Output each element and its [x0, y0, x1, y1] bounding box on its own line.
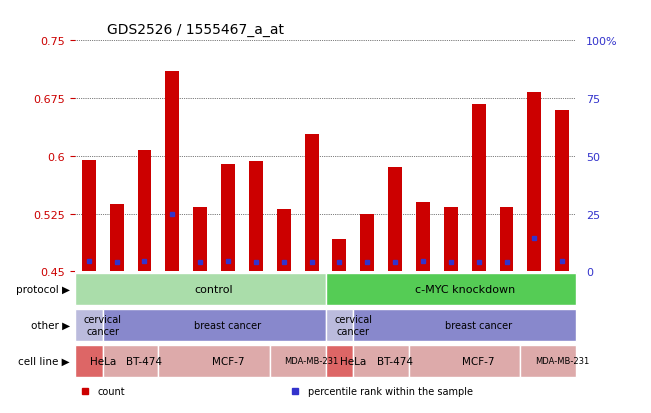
Text: GSM136096: GSM136096 [335, 276, 344, 327]
FancyBboxPatch shape [103, 309, 326, 341]
Text: GSM136090: GSM136090 [530, 276, 539, 327]
FancyBboxPatch shape [326, 273, 576, 306]
Text: breast cancer: breast cancer [445, 320, 512, 330]
Text: GSM136081: GSM136081 [168, 276, 177, 327]
FancyBboxPatch shape [409, 345, 520, 377]
FancyBboxPatch shape [520, 272, 548, 301]
Text: GSM136086: GSM136086 [474, 276, 483, 327]
FancyBboxPatch shape [103, 272, 131, 301]
Text: other ▶: other ▶ [31, 320, 70, 330]
Text: percentile rank within the sample: percentile rank within the sample [308, 386, 473, 396]
Bar [277, 209, 291, 272]
Text: GSM136085: GSM136085 [223, 276, 232, 327]
FancyBboxPatch shape [353, 345, 409, 377]
FancyBboxPatch shape [270, 272, 298, 301]
Bar [360, 215, 374, 272]
FancyBboxPatch shape [75, 272, 103, 301]
FancyBboxPatch shape [326, 345, 353, 377]
Bar [137, 151, 152, 272]
Text: GSM136095: GSM136095 [84, 276, 93, 327]
Bar [82, 160, 96, 272]
Bar [305, 135, 318, 272]
FancyBboxPatch shape [381, 272, 409, 301]
FancyBboxPatch shape [353, 309, 576, 341]
Bar [444, 208, 458, 272]
Text: HeLa: HeLa [340, 356, 367, 366]
Bar [333, 240, 346, 272]
FancyBboxPatch shape [298, 272, 326, 301]
Text: GSM136097: GSM136097 [112, 276, 121, 327]
Text: GSM136080: GSM136080 [391, 276, 400, 327]
Text: cervical
cancer: cervical cancer [84, 314, 122, 336]
FancyBboxPatch shape [548, 272, 576, 301]
Text: GSM136098: GSM136098 [363, 276, 372, 327]
FancyBboxPatch shape [131, 272, 158, 301]
Bar [388, 168, 402, 272]
FancyBboxPatch shape [186, 272, 214, 301]
Text: protocol ▶: protocol ▶ [16, 285, 70, 294]
Text: breast cancer: breast cancer [195, 320, 262, 330]
FancyBboxPatch shape [520, 345, 576, 377]
FancyBboxPatch shape [326, 272, 353, 301]
Text: MDA-MB-231: MDA-MB-231 [535, 356, 589, 366]
FancyBboxPatch shape [103, 345, 158, 377]
Text: GSM136091: GSM136091 [307, 276, 316, 327]
FancyBboxPatch shape [75, 345, 103, 377]
FancyBboxPatch shape [437, 272, 465, 301]
Text: GSM136089: GSM136089 [279, 276, 288, 327]
Bar [221, 164, 235, 272]
FancyBboxPatch shape [493, 272, 520, 301]
Bar [555, 110, 569, 272]
FancyBboxPatch shape [242, 272, 270, 301]
Bar [109, 205, 124, 272]
Text: control: control [195, 285, 234, 294]
Bar [472, 104, 486, 272]
Text: GSM136082: GSM136082 [419, 276, 428, 327]
FancyBboxPatch shape [465, 272, 493, 301]
FancyBboxPatch shape [409, 272, 437, 301]
Text: GSM136087: GSM136087 [251, 276, 260, 327]
Bar [416, 203, 430, 272]
FancyBboxPatch shape [158, 345, 270, 377]
Text: count: count [98, 386, 125, 396]
Text: GSM136083: GSM136083 [196, 276, 204, 327]
Text: GSM136088: GSM136088 [502, 276, 511, 327]
Text: c-MYC knockdown: c-MYC knockdown [415, 285, 515, 294]
Text: BT-474: BT-474 [377, 356, 413, 366]
Bar [249, 162, 263, 272]
FancyBboxPatch shape [214, 272, 242, 301]
Text: cell line ▶: cell line ▶ [18, 356, 70, 366]
FancyBboxPatch shape [353, 272, 381, 301]
Bar [193, 207, 207, 272]
Text: MDA-MB-231: MDA-MB-231 [284, 356, 339, 366]
Text: GSM136092: GSM136092 [558, 276, 567, 327]
FancyBboxPatch shape [75, 273, 326, 306]
Text: GSM136084: GSM136084 [447, 276, 455, 327]
FancyBboxPatch shape [326, 309, 353, 341]
Bar [165, 72, 179, 272]
Text: MCF-7: MCF-7 [212, 356, 244, 366]
Bar [499, 207, 514, 272]
FancyBboxPatch shape [75, 309, 103, 341]
Text: BT-474: BT-474 [126, 356, 163, 366]
Text: MCF-7: MCF-7 [462, 356, 495, 366]
Text: GSM136079: GSM136079 [140, 276, 149, 327]
Bar [527, 93, 542, 272]
FancyBboxPatch shape [270, 345, 326, 377]
Text: HeLa: HeLa [90, 356, 116, 366]
FancyBboxPatch shape [158, 272, 186, 301]
Text: GDS2526 / 1555467_a_at: GDS2526 / 1555467_a_at [107, 23, 284, 37]
Text: cervical
cancer: cervical cancer [335, 314, 372, 336]
